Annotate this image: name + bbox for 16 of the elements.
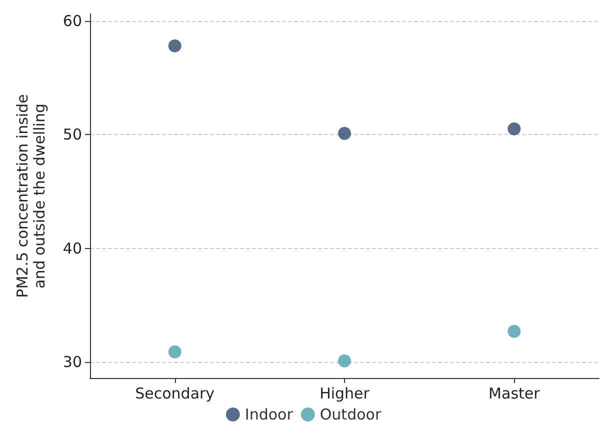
y-tick-label: 30 — [62, 353, 82, 372]
y-tick-label: 50 — [62, 126, 82, 144]
legend-label: Outdoor — [320, 406, 382, 424]
y-tick-label: 40 — [62, 239, 82, 258]
y-tick-label: 60 — [62, 12, 82, 30]
x-tick-label: Master — [488, 384, 541, 402]
x-tick-label: Secondary — [135, 384, 215, 402]
point — [508, 122, 521, 136]
x-tick-label: Higher — [320, 384, 370, 402]
point — [338, 354, 351, 368]
point — [168, 39, 182, 52]
point — [338, 126, 351, 140]
point — [168, 345, 182, 358]
legend-label: Indoor — [244, 406, 294, 424]
point — [508, 324, 521, 338]
y-axis-title: PM2.5 concentration inside and outside the dwelling — [14, 94, 48, 298]
